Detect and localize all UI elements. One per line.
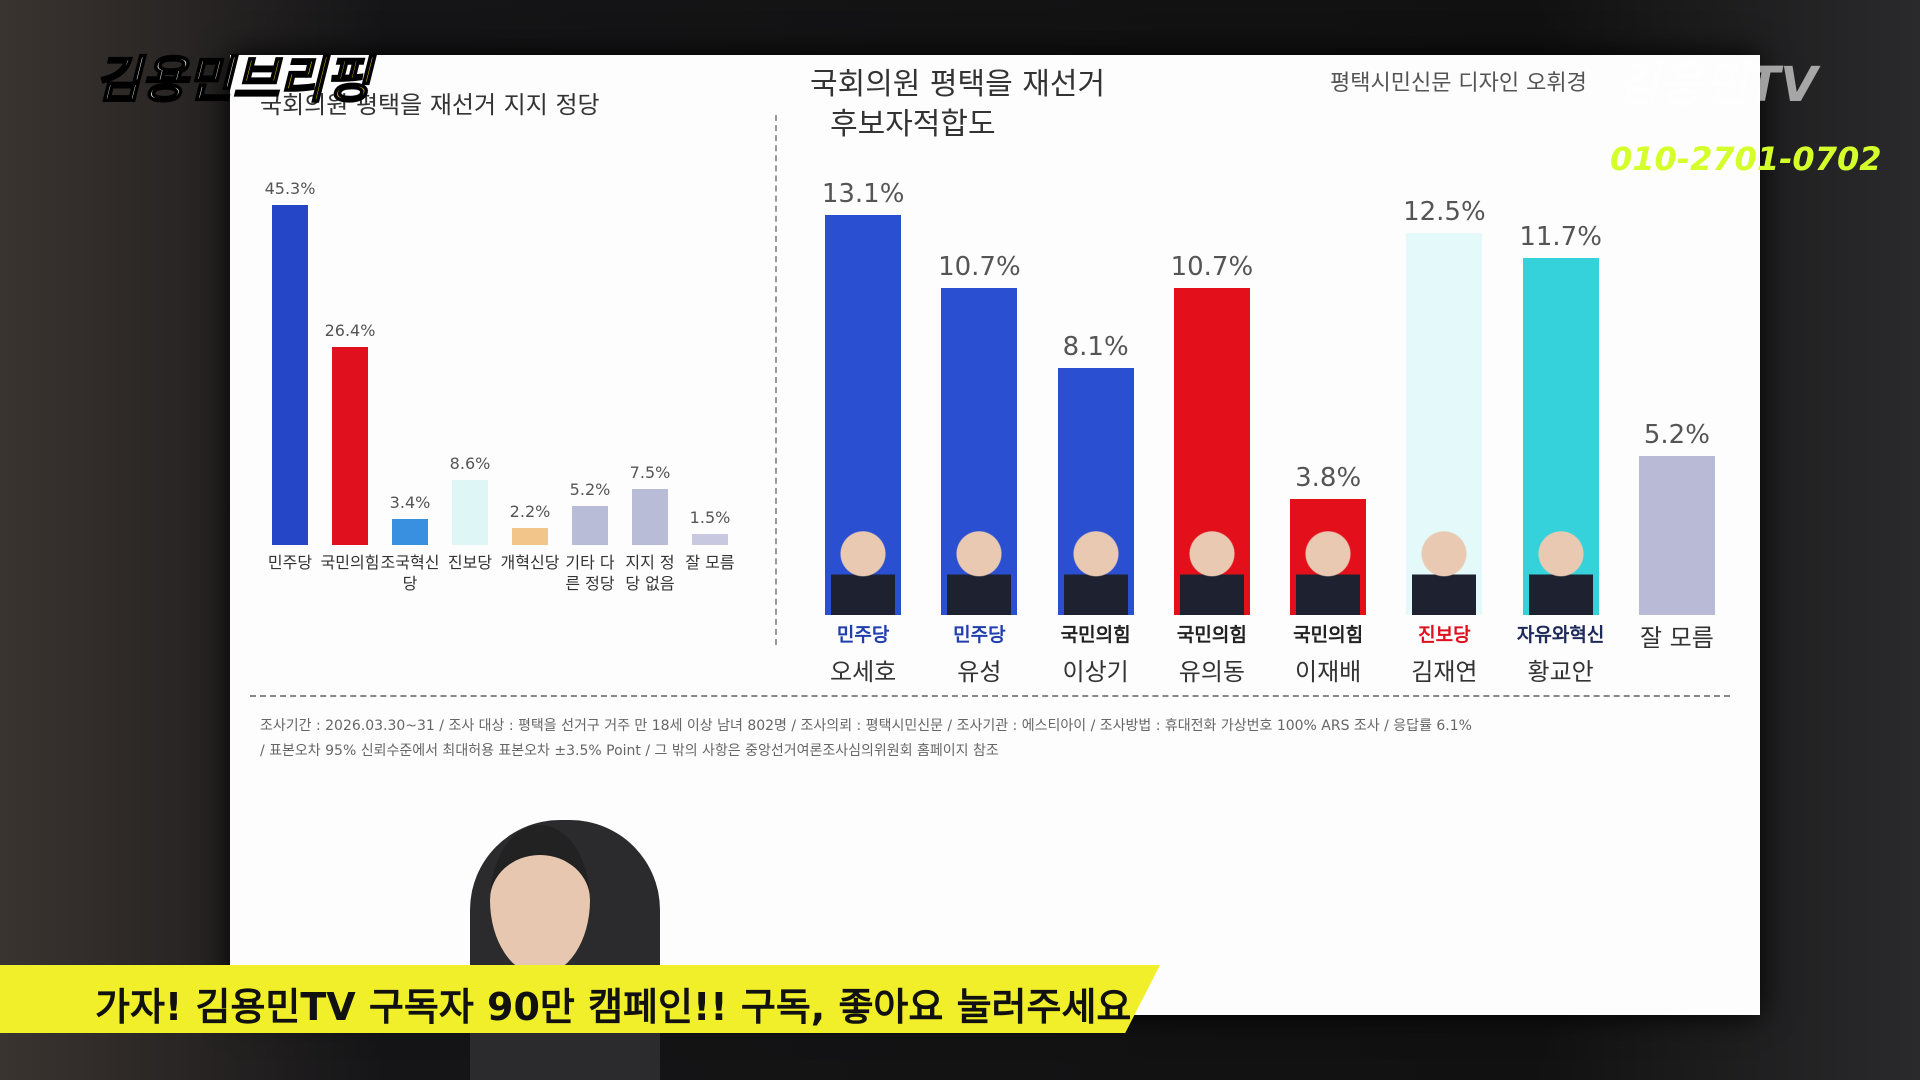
banner-text: 가자! 김용민TV 구독자 90만 캠페인!! 구독, 좋아요 눌러주세요 [95,985,1132,1029]
footnote: / 표본오차 95% 신뢰수준에서 최대허용 표본오차 ±3.5% Point … [260,743,999,759]
bar [272,205,308,545]
value-label: 5.2% [569,479,611,499]
value-label: 11.7% [1519,221,1602,252]
category-label: 민주당 [267,553,313,572]
phone: 010-2701-0702 [1610,140,1882,178]
party-label: 국민의힘 [1293,624,1364,646]
divider [775,115,777,645]
value-label: 2.2% [509,502,551,522]
category-label: 황교안 [1527,658,1594,686]
presenter-head [490,825,590,975]
logo-show: 브리핑 [232,50,372,110]
bar [392,519,428,545]
category-label: 기타 다른 정당 [565,553,615,593]
avatar [1528,525,1593,615]
party-label: 자유와혁신 [1516,624,1605,646]
value-label: 45.3% [264,179,316,198]
banner [0,965,1160,1033]
value-label: 26.4% [324,320,376,340]
party-label: 국민의힘 [1176,624,1247,646]
avatar [831,525,896,615]
bar [512,528,548,545]
logo: 김용민브리핑 [94,40,372,112]
bar [452,480,488,545]
category-label: 유의동 [1178,658,1245,686]
party-label: 민주당 [836,624,890,646]
category-label: 잘 모름 [1639,624,1714,652]
bar [1638,456,1715,615]
bar [572,505,608,545]
chart-title: 국회의원 평택을 재선거 지지 정당 [260,91,600,119]
avatar [1412,525,1477,615]
category-label: 국민의힘 [320,553,380,572]
category-label: 개혁신당 [500,553,560,572]
avatar [1063,525,1128,615]
value-label: 10.7% [1170,252,1254,283]
party-label: 진보당 [1418,624,1471,646]
category-label: 이상기 [1062,658,1129,686]
value-label: 10.7% [938,252,1021,283]
value-label: 12.5% [1403,197,1486,228]
channel-watermark: 김용민TV [1615,57,1818,113]
slide: 국회의원 평택을 재선거 지지 정당 국회의원 평택을 재선거 후보자적합도 평… [230,55,1760,1015]
value-label: 13.1% [821,179,905,209]
value-label: 8.6% [449,454,491,474]
logo-name: 김용민 [94,50,234,110]
bar [692,533,728,545]
avatar [1296,525,1361,615]
footnote: 조사기간 : 2026.03.30~31 / 조사 대상 : 평택을 선거구 거… [260,718,1472,734]
category-label: 잘 모름 [685,553,735,572]
source: 평택시민신문 디자인 오휘경 [1330,71,1587,96]
chart-title: 후보자적합도 [830,107,996,142]
category-label: 이재배 [1295,658,1362,686]
chart-title: 국회의원 평택을 재선거 [810,67,1106,102]
category-label: 지지 정당 없음 [625,553,675,593]
value-label: 3.8% [1295,462,1362,493]
category-label: 오세호 [830,658,897,686]
value-label: 8.1% [1062,331,1129,362]
value-label: 5.2% [1643,420,1710,451]
divider [250,695,1730,697]
avatar [1179,525,1244,615]
party-label: 국민의힘 [1060,624,1131,646]
value-label: 3.4% [389,493,431,513]
value-label: 7.5% [629,462,671,482]
bar [332,346,368,545]
category-label: 조국혁신당 [380,553,440,593]
value-label: 1.5% [689,507,731,527]
party-label: 민주당 [953,624,1006,646]
category-label: 진보당 [447,553,493,572]
avatar [947,525,1012,615]
category-label: 유성 [957,658,1002,686]
bar [632,488,668,545]
category-label: 김재연 [1411,658,1478,686]
